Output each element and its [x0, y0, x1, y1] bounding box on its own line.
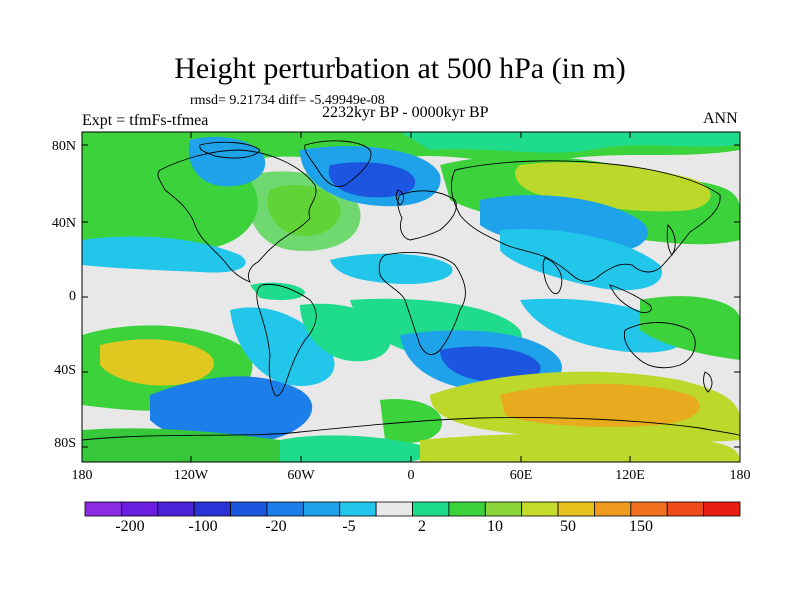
contour-natl-dark-blue — [328, 162, 416, 198]
colorbar-label-8: 150 — [629, 518, 653, 535]
colorbar — [84, 501, 741, 517]
coast-india — [542, 257, 563, 295]
contour-asia-lightblue — [500, 229, 662, 291]
colorbar-label-1: -200 — [115, 518, 145, 535]
colorbar-swatch — [594, 501, 632, 517]
colorbar-swatch — [120, 501, 159, 517]
lat-tick-0: 0 — [69, 289, 76, 304]
axis-ticks — [82, 132, 740, 462]
colorbar-swatch — [339, 501, 377, 517]
coast-australia — [623, 322, 696, 369]
colorbar-swatch — [84, 501, 122, 517]
contour-trop-teal-small — [250, 282, 305, 300]
contour-sam-lightblue — [230, 307, 335, 386]
lon-tick-0: 0 — [407, 468, 415, 483]
coast-europe — [397, 190, 457, 241]
colorbar-label-3: -20 — [265, 518, 287, 535]
lat-tick-80s: 80S — [54, 436, 76, 451]
coast-africa — [378, 252, 466, 356]
experiment-label: Expt = tfmFs-tfmea — [82, 112, 209, 129]
colorbar-label-2: -100 — [188, 518, 218, 535]
contour-greenland-blue — [188, 136, 266, 187]
colorbar-swatch — [557, 501, 595, 517]
colorbar-label-7: 50 — [560, 518, 576, 535]
lat-tick-80n: 80N — [51, 139, 76, 154]
coast-japan — [666, 224, 676, 256]
contour-arctic-teal — [400, 132, 740, 153]
lon-tick-60e: 60E — [509, 468, 533, 483]
coast-arctic-islands — [199, 141, 261, 159]
colorbar-swatch — [630, 501, 668, 517]
contour-trop-atl-teal — [330, 253, 453, 285]
lon-tick-120w: 120W — [173, 468, 209, 483]
lat-tick-40s: 40S — [54, 363, 76, 378]
season-label: ANN — [703, 110, 738, 127]
contour-sopac-green — [380, 399, 442, 443]
contour-east-pac-green — [640, 296, 740, 360]
colorbar-swatch — [703, 501, 741, 517]
colorbar-swatch — [484, 501, 523, 517]
coast-se-asia — [609, 284, 652, 313]
coastlines — [82, 140, 740, 441]
colorbar-swatch — [193, 501, 231, 517]
contour-antarctic-yellowgreen — [420, 433, 740, 462]
coast-asia — [450, 160, 721, 282]
colorbar-swatch — [266, 501, 304, 517]
colorbar-swatch — [302, 501, 341, 517]
colorbar-swatch — [230, 501, 268, 517]
colorbar-label-6: 10 — [487, 518, 503, 535]
lon-tick-120e: 120E — [615, 468, 645, 483]
colorbar-swatch — [412, 501, 450, 517]
contour-field — [82, 132, 740, 462]
colorbar-swatch — [375, 501, 413, 517]
colorbar-label-4: -5 — [342, 518, 356, 535]
coast-uk — [395, 189, 405, 206]
contour-antarctic-teal — [280, 435, 429, 462]
colorbar-swatch — [448, 501, 486, 517]
contour-sam-blue — [150, 376, 313, 444]
colorbar-label-5: 2 — [418, 518, 426, 535]
lon-tick-60w: 60W — [287, 468, 315, 483]
coast-south-america — [256, 283, 317, 397]
plot-title: Height perturbation at 500 hPa (in m) — [174, 52, 626, 85]
contour-sind-dark-blue — [440, 346, 541, 383]
rmsd-stats: rmsd= 9.21734 diff= -5.49949e-08 — [190, 93, 385, 108]
lon-tick-180e: 180 — [729, 468, 751, 483]
colorbar-swatch — [521, 501, 559, 517]
coast-greenland — [304, 140, 372, 187]
period-label: 2232kyr BP - 0000kyr BP — [322, 104, 489, 121]
contour-spac-yellow — [100, 339, 214, 386]
coast-north-america — [157, 149, 317, 283]
lon-tick-180w: 180 — [71, 468, 93, 483]
contour-pac-teal — [82, 236, 246, 273]
colorbar-swatch — [666, 501, 705, 517]
colorbar-swatch — [157, 501, 195, 517]
lat-tick-40n: 40N — [51, 216, 76, 231]
coast-new-zealand — [703, 371, 713, 393]
coast-antarctica — [82, 417, 740, 441]
contour-sopac-orange — [500, 383, 700, 427]
